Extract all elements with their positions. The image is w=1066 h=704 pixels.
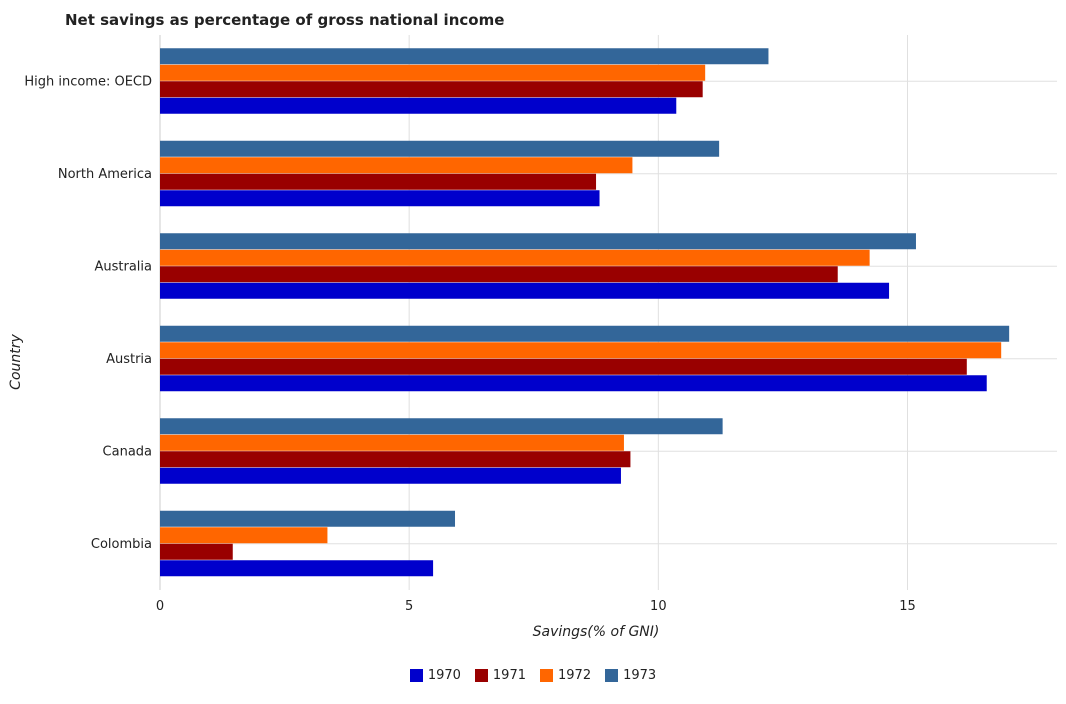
y-tick-label: Canada xyxy=(103,444,152,459)
bar-1970-colombia xyxy=(160,560,434,577)
bar-1973-north-america xyxy=(160,140,720,157)
bar-1973-austria xyxy=(160,325,1010,342)
y-tick-labels: High income: OECD North America Australia A… xyxy=(24,74,152,552)
y-tick-label: Australia xyxy=(94,259,152,274)
grid-lines xyxy=(159,35,1057,590)
legend-item: 1971 xyxy=(474,668,526,683)
bar-1971-austria xyxy=(160,358,967,375)
bar-1972-canada xyxy=(160,434,624,451)
legend: 1970 1971 1972 1973 xyxy=(0,668,1066,683)
bar-1973-canada xyxy=(160,418,723,435)
y-tick-label: Colombia xyxy=(91,537,152,552)
bar-1973-australia xyxy=(160,233,916,250)
legend-swatch xyxy=(605,669,619,682)
legend-swatch xyxy=(409,669,423,682)
legend-label: 1971 xyxy=(492,668,526,683)
x-tick-label: 5 xyxy=(405,599,413,614)
bar-1970-australia xyxy=(160,282,890,299)
bar-1970-high-income-oecd xyxy=(160,97,677,114)
x-tick-label: 0 xyxy=(156,599,164,614)
legend-label: 1973 xyxy=(623,668,657,683)
y-tick-label: Austria xyxy=(106,352,152,367)
bar-1971-colombia xyxy=(160,543,233,560)
bar-1971-canada xyxy=(160,451,631,468)
bar-1972-austria xyxy=(160,342,1002,359)
bar-1972-colombia xyxy=(160,527,328,544)
legend-swatch xyxy=(540,669,553,682)
bar-1971-north-america xyxy=(160,173,597,190)
bar-1971-australia xyxy=(160,266,838,283)
bar-1972-australia xyxy=(160,249,870,266)
bar-1970-canada xyxy=(160,467,621,484)
bar-1972-high-income-oecd xyxy=(160,64,706,81)
legend-item: 1973 xyxy=(605,668,656,683)
legend-item: 1970 xyxy=(409,668,461,683)
bar-1972-north-america xyxy=(160,157,633,174)
legend-item: 1972 xyxy=(540,668,591,683)
x-tick-labels: 0 5 10 15 xyxy=(156,599,916,614)
y-tick-label: North America xyxy=(58,167,152,182)
legend-label: 1972 xyxy=(558,668,592,683)
bar-1970-austria xyxy=(160,375,987,392)
x-axis-label: Savings(% of GNI) xyxy=(533,624,660,640)
bar-1970-north-america xyxy=(160,190,600,207)
bars xyxy=(160,48,1010,577)
legend-swatch xyxy=(474,669,488,682)
x-tick-label: 15 xyxy=(899,599,916,614)
bar-1971-high-income-oecd xyxy=(160,81,703,98)
bar-1973-high-income-oecd xyxy=(160,48,769,65)
x-tick-label: 10 xyxy=(650,599,667,614)
chart-title: Net savings as percentage of gross natio… xyxy=(65,11,504,29)
legend-label: 1970 xyxy=(427,668,461,683)
y-axis-label: Country xyxy=(8,333,24,389)
y-tick-label: High income: OECD xyxy=(24,74,152,89)
bar-1973-colombia xyxy=(160,510,456,527)
